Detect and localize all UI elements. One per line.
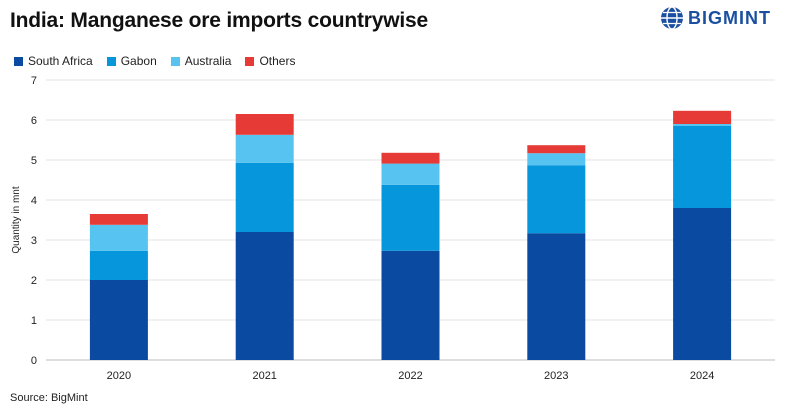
bar-segment bbox=[235, 162, 294, 232]
legend-label: Gabon bbox=[120, 54, 157, 68]
legend-item: Australia bbox=[170, 54, 232, 68]
bar-segment bbox=[381, 184, 440, 251]
bar-segment bbox=[89, 280, 148, 360]
y-tick-label: 5 bbox=[31, 155, 37, 167]
bar-segment bbox=[527, 153, 586, 166]
y-tick-label: 7 bbox=[31, 75, 37, 87]
bar-segment bbox=[673, 126, 732, 208]
bar-segment bbox=[527, 165, 586, 234]
bar-segment bbox=[235, 232, 294, 360]
y-tick-label: 2 bbox=[31, 275, 37, 287]
x-tick-label: 2021 bbox=[252, 370, 276, 382]
legend-item: Gabon bbox=[106, 54, 157, 68]
legend-swatch bbox=[106, 56, 116, 66]
x-tick-label: 2022 bbox=[398, 370, 422, 382]
bar-segment bbox=[89, 250, 148, 280]
legend-item: South Africa bbox=[14, 54, 93, 68]
y-tick-label: 0 bbox=[31, 355, 37, 367]
source-note: Source: BigMint bbox=[10, 392, 88, 404]
legend-item: Others bbox=[245, 54, 295, 68]
bar-segment bbox=[673, 208, 732, 360]
bar-segment bbox=[381, 163, 440, 185]
y-tick-label: 1 bbox=[31, 315, 37, 327]
bar-segment bbox=[381, 250, 440, 360]
x-tick-label: 2020 bbox=[107, 370, 131, 382]
legend-swatch bbox=[170, 56, 180, 66]
legend-label: Australia bbox=[184, 54, 232, 68]
y-tick-label: 4 bbox=[31, 195, 37, 207]
brand-name: BIGMINT bbox=[688, 7, 771, 28]
bar-segment bbox=[673, 110, 732, 124]
legend-label: South Africa bbox=[28, 54, 93, 68]
brand-logo: BIGMINT bbox=[660, 6, 771, 30]
bar-segment bbox=[89, 224, 148, 251]
chart-legend: South Africa Gabon Australia Others bbox=[14, 54, 295, 68]
legend-label: Others bbox=[259, 54, 296, 68]
legend-swatch bbox=[14, 56, 23, 66]
x-tick-label: 2023 bbox=[544, 370, 568, 382]
x-tick-label: 2024 bbox=[690, 370, 714, 382]
legend-swatch bbox=[245, 56, 255, 66]
bar-segment bbox=[673, 124, 732, 126]
y-tick-label: 3 bbox=[31, 235, 37, 247]
bar-segment bbox=[89, 214, 148, 225]
bar-segment bbox=[235, 134, 294, 163]
bar-segment bbox=[381, 152, 440, 164]
y-tick-label: 6 bbox=[31, 115, 37, 127]
globe-icon bbox=[661, 6, 683, 30]
y-axis-title: Quantity in mnt bbox=[11, 186, 22, 253]
bar-segment bbox=[527, 233, 586, 360]
chart-title: India: Manganese ore imports countrywise bbox=[10, 9, 428, 32]
bar-segment bbox=[235, 114, 294, 135]
bar-segment bbox=[527, 145, 586, 154]
